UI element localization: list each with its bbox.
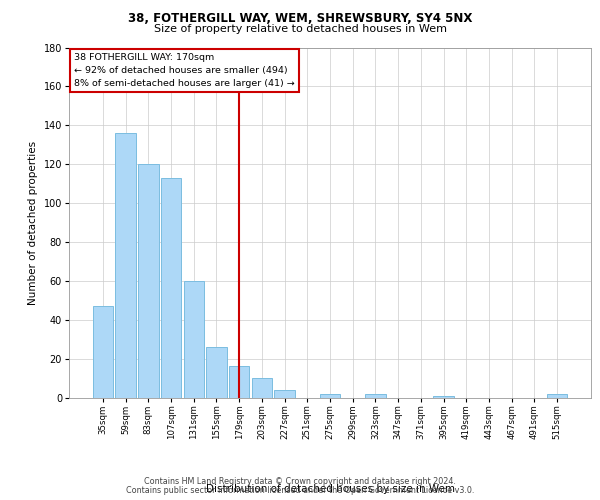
Y-axis label: Number of detached properties: Number of detached properties	[28, 140, 38, 304]
Bar	[365, 394, 386, 398]
Bar	[251, 378, 272, 398]
Text: Size of property relative to detached houses in Wem: Size of property relative to detached ho…	[154, 24, 446, 34]
Bar	[206, 347, 227, 398]
Bar	[547, 394, 567, 398]
Bar	[274, 390, 295, 398]
Text: Contains public sector information licensed under the Open Government Licence v3: Contains public sector information licen…	[126, 486, 474, 495]
Text: 38 FOTHERGILL WAY: 170sqm
← 92% of detached houses are smaller (494)
8% of semi-: 38 FOTHERGILL WAY: 170sqm ← 92% of detac…	[74, 53, 295, 88]
Bar	[115, 133, 136, 398]
Bar	[138, 164, 158, 398]
Bar	[161, 178, 181, 398]
Bar	[93, 306, 113, 398]
Bar	[184, 281, 204, 398]
Text: 38, FOTHERGILL WAY, WEM, SHREWSBURY, SY4 5NX: 38, FOTHERGILL WAY, WEM, SHREWSBURY, SY4…	[128, 12, 472, 25]
Text: Contains HM Land Registry data © Crown copyright and database right 2024.: Contains HM Land Registry data © Crown c…	[144, 478, 456, 486]
Bar	[433, 396, 454, 398]
X-axis label: Distribution of detached houses by size in Wem: Distribution of detached houses by size …	[205, 484, 455, 494]
Bar	[320, 394, 340, 398]
Bar	[229, 366, 250, 398]
